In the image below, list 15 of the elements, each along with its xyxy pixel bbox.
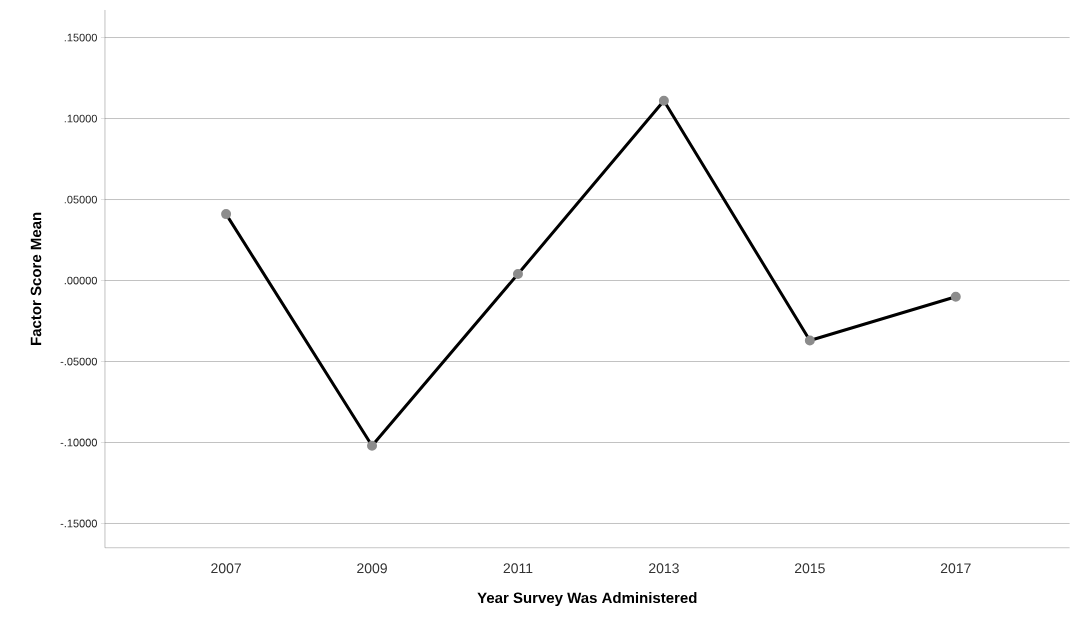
y-tick-label: .15000: [64, 33, 97, 42]
x-axis-title: Year Survey Was Administered: [477, 592, 697, 607]
y-axis-title: Factor Score Mean: [30, 212, 42, 346]
y-tick-label: .10000: [64, 114, 97, 123]
x-tick-label: 2007: [211, 563, 241, 574]
y-tick-label: -.15000: [60, 519, 97, 528]
y-tick-label: -.10000: [60, 438, 97, 447]
x-tick-label: 2009: [357, 563, 387, 574]
y-tick-label: .00000: [64, 276, 97, 285]
y-tick-label: .05000: [64, 195, 97, 204]
x-tick-label: 2017: [940, 563, 971, 574]
x-tick-label: 2011: [503, 563, 533, 574]
y-tick-label: -.05000: [60, 357, 97, 366]
x-tick-label: 2013: [649, 563, 679, 574]
x-tick-label: 2015: [794, 563, 825, 574]
